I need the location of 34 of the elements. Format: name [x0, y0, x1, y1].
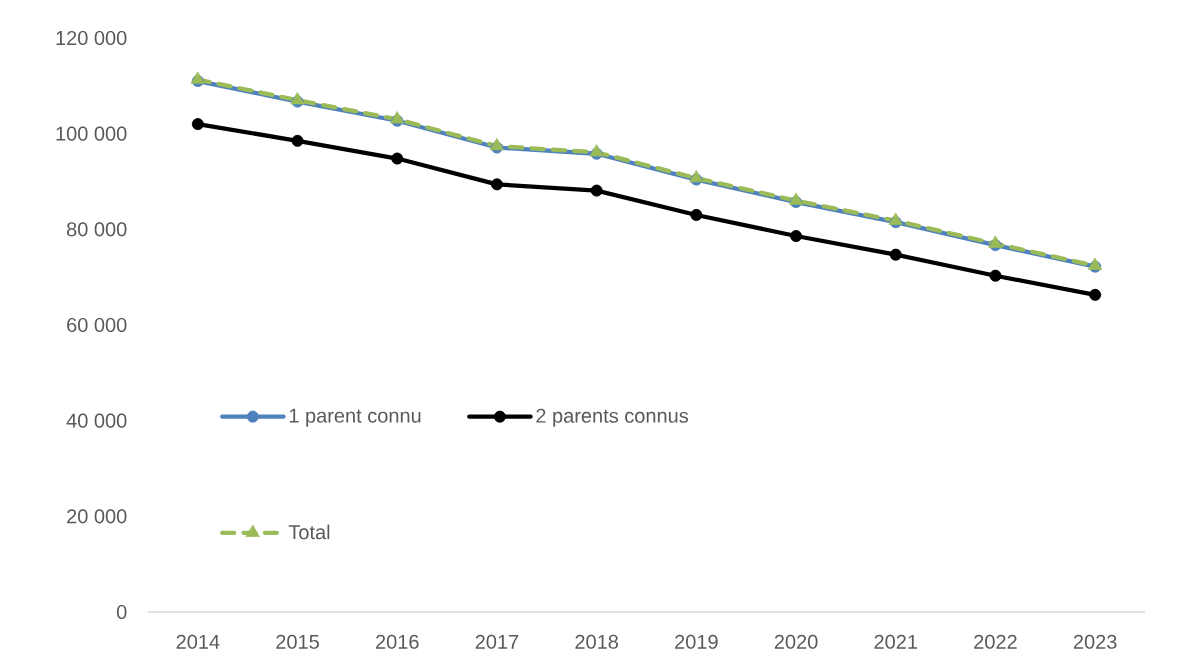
point — [590, 184, 603, 197]
point — [291, 134, 304, 147]
point — [789, 192, 803, 205]
x-tick-label: 2021 — [874, 634, 918, 649]
legend-label: Total — [288, 524, 330, 540]
point — [989, 269, 1002, 282]
x-tick-label: 2019 — [675, 634, 718, 649]
y-tick-label: 20 000 — [67, 509, 127, 524]
y-tick-label: 100 000 — [56, 126, 127, 141]
point — [490, 178, 503, 191]
point — [1089, 288, 1102, 301]
x-tick-label: 2020 — [774, 634, 818, 649]
x-tick-label: 2022 — [974, 634, 1017, 649]
point — [191, 118, 204, 131]
y-tick-label: 60 000 — [67, 317, 127, 333]
legend-label: 1 parent connu — [289, 408, 421, 427]
point — [790, 230, 803, 243]
point — [690, 208, 703, 221]
legend-label: 2 parents connus — [536, 408, 689, 427]
x-tick-label: 2016 — [376, 634, 419, 649]
y-tick-label: 0 — [116, 604, 127, 620]
y-tick-label: 80 000 — [67, 222, 127, 237]
point — [391, 152, 404, 165]
point — [191, 71, 205, 84]
x-tick-label: 2023 — [1073, 634, 1117, 649]
point — [988, 235, 1003, 248]
y-tick-label: 40 000 — [66, 413, 127, 428]
x-tick-label: 2018 — [575, 634, 619, 649]
y-tick-label: 120 000 — [56, 30, 127, 46]
x-tick-label: 2015 — [276, 634, 319, 649]
point — [888, 212, 903, 225]
x-tick-label: 2014 — [176, 634, 220, 649]
point — [889, 248, 902, 261]
x-tick-label: 2017 — [475, 634, 519, 649]
